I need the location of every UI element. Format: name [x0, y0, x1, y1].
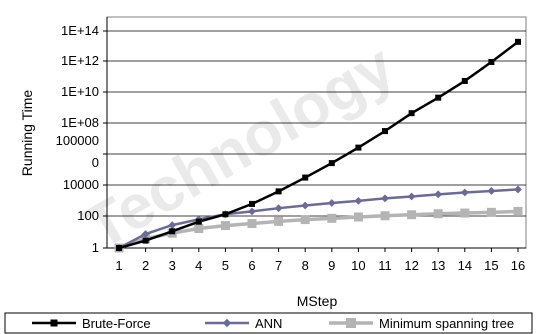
y-tick-label: 100	[77, 208, 99, 223]
series-minimum-spanning-tree	[114, 206, 523, 253]
legend-swatch-marker	[346, 318, 356, 328]
data-point	[141, 230, 150, 238]
y-tick-label: 0	[92, 155, 99, 170]
data-point	[460, 188, 469, 197]
data-point	[407, 210, 417, 220]
data-point	[353, 212, 363, 222]
data-point	[195, 218, 202, 225]
series-line	[118, 188, 519, 250]
y-tick-label: 100000	[56, 133, 99, 148]
legend-swatch-marker	[50, 319, 58, 327]
x-tick-label: 2	[142, 258, 149, 273]
data-point	[247, 219, 257, 229]
data-point	[513, 206, 523, 216]
legend: Brute-Force ANN Minimum spanning tree	[4, 312, 533, 334]
data-point	[460, 208, 470, 218]
data-point	[300, 215, 310, 225]
data-point	[169, 228, 176, 235]
x-tick-label: 5	[222, 258, 229, 273]
x-tick-label: 1	[115, 258, 122, 273]
data-point	[487, 187, 496, 195]
x-tick-label: 6	[248, 258, 255, 273]
x-tick-label: 13	[431, 258, 445, 273]
legend-entry: ANN	[205, 316, 282, 331]
y-axis: 1E+14 1E+12 1E+10 1E+08 100000 0 10000 100 1	[56, 17, 108, 255]
y-tick-label: 1E+12	[61, 53, 99, 68]
legend-box	[4, 312, 533, 334]
legend-label: Minimum spanning tree	[379, 316, 514, 331]
gridlines	[107, 30, 526, 217]
x-tick-label: 9	[328, 258, 335, 273]
y-tick-label: 1E+14	[61, 23, 99, 38]
series-brute-force	[116, 38, 521, 251]
y-tick-label: 1E+10	[61, 84, 99, 99]
data-point	[302, 174, 309, 181]
x-axis-title: MStep	[297, 293, 338, 309]
series-ann	[115, 185, 522, 252]
x-tick-label: 7	[275, 258, 282, 273]
data-point	[433, 209, 443, 219]
legend-swatch-marker	[222, 318, 232, 328]
data-point	[515, 38, 521, 45]
data-point	[434, 190, 443, 199]
data-point	[116, 245, 122, 251]
data-point	[435, 94, 442, 101]
x-tick-label: 14	[458, 258, 472, 273]
data-point	[274, 204, 283, 213]
data-point	[407, 192, 416, 201]
series-line	[118, 40, 519, 250]
data-point	[327, 199, 336, 207]
x-tick-label: 16	[511, 258, 525, 273]
x-tick-label: 10	[351, 258, 365, 273]
data-point	[355, 144, 362, 151]
x-tick-label: 12	[404, 258, 418, 273]
data-point	[382, 128, 388, 135]
data-point	[222, 211, 229, 218]
data-point	[514, 185, 522, 194]
y-tick-label: 10000	[63, 177, 99, 192]
data-point	[274, 216, 284, 226]
series-lines	[114, 38, 523, 253]
data-point	[488, 59, 495, 65]
data-point	[461, 77, 468, 84]
legend-entry: Minimum spanning tree	[329, 316, 514, 331]
data-point	[408, 110, 415, 117]
data-point	[486, 207, 496, 217]
x-tick-label: 3	[169, 258, 176, 273]
data-point	[194, 224, 204, 234]
x-tick-label: 11	[378, 258, 392, 273]
series-line	[118, 209, 519, 250]
data-point	[380, 211, 390, 221]
legend-label: Brute-Force	[82, 316, 151, 331]
x-tick-label: 8	[302, 258, 309, 273]
data-point	[275, 188, 282, 195]
data-point	[248, 207, 256, 216]
data-point	[220, 221, 230, 231]
data-point	[381, 194, 389, 203]
data-point	[142, 237, 149, 244]
data-point	[301, 201, 310, 210]
x-axis: 1 2 3 4 5 6 7 8 9 10 11 12 13 14 15 16	[107, 247, 526, 273]
x-tick-label: 4	[195, 258, 202, 273]
data-point	[327, 213, 337, 223]
legend-label: ANN	[255, 316, 282, 331]
y-tick-label: 1E+08	[61, 115, 99, 130]
y-axis-title: Running Time	[19, 90, 35, 177]
y-tick-label: 1	[92, 240, 99, 255]
data-point	[249, 200, 255, 207]
data-point	[328, 160, 335, 167]
data-point	[354, 196, 363, 205]
legend-entry: Brute-Force	[32, 316, 151, 331]
x-tick-label: 15	[484, 258, 498, 273]
